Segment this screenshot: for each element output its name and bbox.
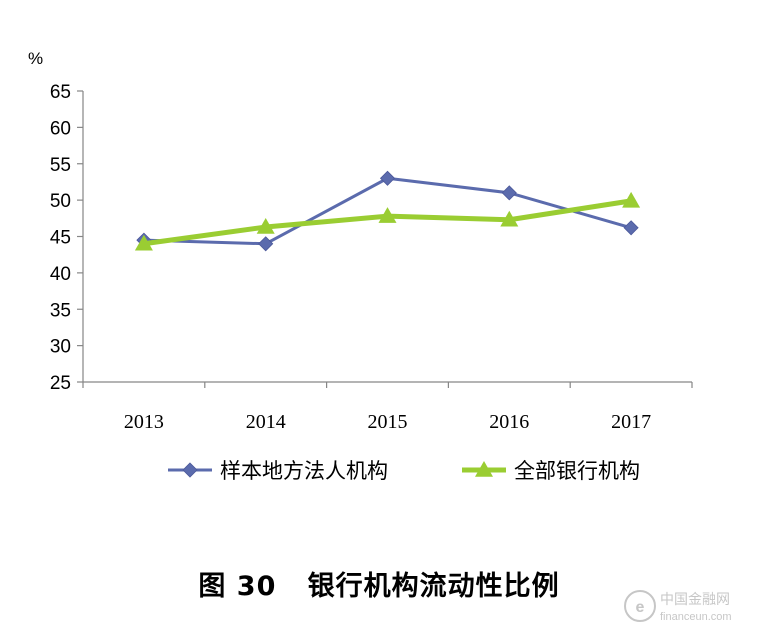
watermark-text-en: financeun.com [660,611,732,623]
data-point [256,218,275,234]
y-axis: 25 30 35 40 45 50 55 60 65 [50,82,84,394]
series-lines [134,170,641,252]
y-tick-label: 65 [50,82,71,103]
data-point [379,170,396,186]
legend: 样本地方法人机构 全部银行机构 [168,459,640,483]
legend-label: 全部银行机构 [514,459,640,483]
figure-caption: 图 30 银行机构流动性比例 [198,571,560,602]
x-axis: 2013 2014 2015 2016 2017 [82,381,693,433]
x-tick-label: 2017 [611,411,651,433]
legend-label: 样本地方法人机构 [220,459,388,483]
legend-marker [475,461,493,477]
y-tick-label: 45 [50,228,71,249]
data-point [622,191,641,208]
y-tick-label: 55 [50,155,71,176]
svg-text:e: e [636,599,645,616]
y-tick-label: 30 [50,337,71,358]
y-tick-label: 50 [50,191,71,212]
data-point [378,207,397,223]
data-point [501,185,517,201]
y-tick-label: 35 [50,300,71,321]
data-point [500,210,519,227]
x-tick-label: 2013 [124,411,164,433]
watermark-logo: e 中国金融网 financeun.com [624,590,732,623]
x-tick-label: 2015 [368,411,408,433]
legend-marker [182,462,198,478]
series-2 [134,191,641,251]
y-tick-label: 25 [50,373,71,394]
y-tick-label: 60 [50,118,71,139]
x-tick-label: 2014 [246,411,286,433]
watermark-text-cn: 中国金融网 [660,592,730,608]
y-tick-label: 40 [50,264,71,285]
legend-item: 样本地方法人机构 [168,459,388,483]
data-point [134,234,153,251]
x-tick-label: 2016 [489,411,529,433]
legend-item: 全部银行机构 [462,459,640,483]
y-unit-label: % [28,49,43,68]
data-point [623,220,639,236]
data-point [258,236,274,252]
